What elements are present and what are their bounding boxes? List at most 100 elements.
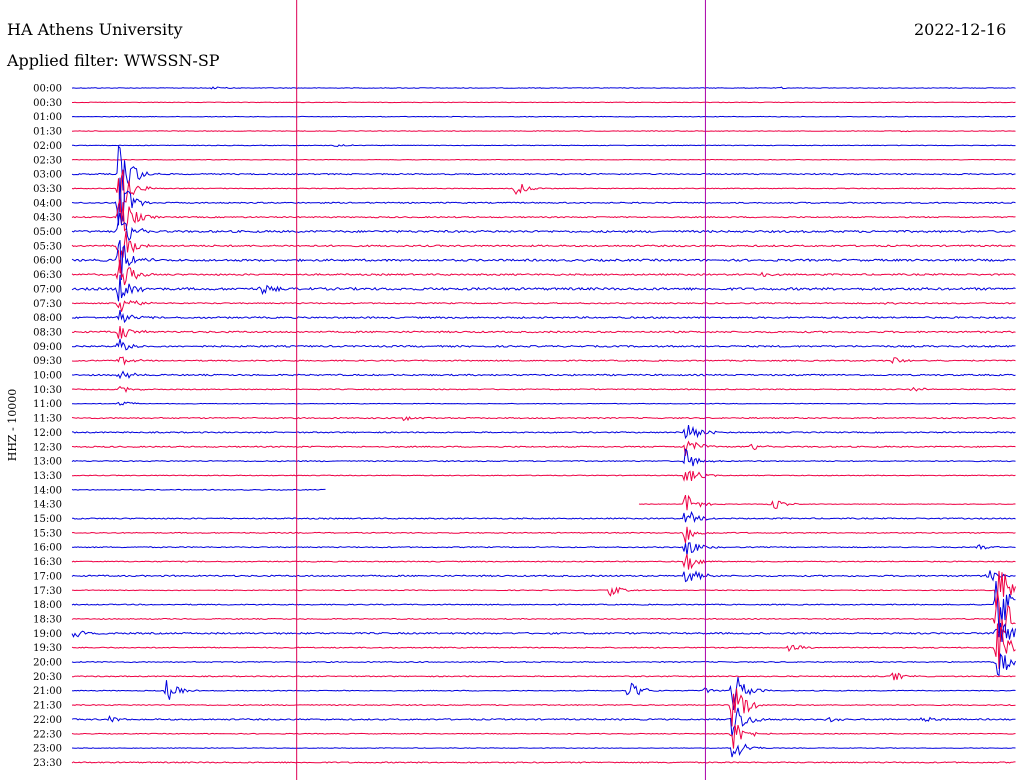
time-tick-label: 21:30 — [33, 701, 62, 712]
trace-line — [71, 425, 1016, 440]
time-tick-label: 12:00 — [33, 428, 62, 439]
trace-line — [72, 143, 1016, 148]
trace-line — [72, 470, 1016, 482]
time-tick-label: 04:30 — [33, 213, 62, 224]
trace-line — [71, 652, 1016, 677]
time-tick-label: 05:00 — [33, 227, 62, 238]
trace-line — [71, 542, 1016, 556]
trace-line — [71, 688, 1016, 727]
y-axis-label: HHZ - 10000 — [6, 389, 19, 462]
trace-line — [71, 145, 1016, 191]
chart-date: 2022-12-16 — [914, 20, 1007, 39]
time-tick-label: 23:00 — [33, 744, 62, 755]
time-tick-label: 08:30 — [33, 327, 62, 338]
trace-line — [71, 231, 1016, 274]
trace-line — [71, 86, 1016, 90]
trace-line — [71, 212, 1016, 242]
trace-line — [71, 240, 1016, 280]
time-tick-label: 07:00 — [33, 284, 62, 295]
time-tick-label: 03:00 — [33, 170, 62, 181]
trace-line — [71, 553, 1016, 570]
time-tick-label: 14:30 — [33, 500, 62, 511]
time-tick-label: 09:00 — [33, 342, 62, 353]
trace-line — [71, 591, 1016, 642]
time-tick-label: 20:30 — [33, 672, 62, 683]
trace-line — [71, 570, 1016, 583]
time-tick-label: 14:00 — [33, 485, 62, 496]
trace-line — [71, 130, 1016, 133]
time-tick-label: 08:00 — [33, 313, 62, 324]
trace-line — [71, 370, 1016, 380]
trace-line — [71, 580, 1016, 634]
time-tick-label: 23:30 — [33, 758, 62, 769]
trace-line — [71, 488, 326, 491]
trace-line — [71, 169, 1016, 213]
trace-line — [71, 510, 1016, 523]
time-tick-label: 22:30 — [33, 729, 62, 740]
time-tick-label: 02:00 — [33, 141, 62, 152]
chart-subtitle: Applied filter: WWSSN-SP — [7, 51, 220, 70]
time-tick-label: 22:00 — [33, 715, 62, 726]
trace-line — [71, 570, 1016, 608]
trace-line — [71, 401, 1016, 406]
time-tick-label: 06:30 — [33, 270, 62, 281]
trace-line — [72, 101, 1016, 104]
time-tick-label: 20:00 — [33, 658, 62, 669]
trace-line — [71, 526, 1016, 544]
time-tick-label: 09:30 — [33, 356, 62, 367]
trace-line — [71, 761, 1016, 764]
trace-line — [71, 198, 1016, 232]
time-tick-label: 05:30 — [33, 241, 62, 252]
time-tick-label: 11:30 — [33, 414, 62, 425]
chart-title: HA Athens University — [7, 20, 183, 39]
trace-line — [71, 724, 1016, 749]
time-tick-label: 19:30 — [33, 643, 62, 654]
trace-line — [71, 310, 1016, 324]
trace-line — [71, 416, 1016, 422]
time-tick-label: 00:00 — [33, 84, 62, 95]
trace-line — [71, 743, 1016, 758]
time-tick-label: 13:30 — [33, 471, 62, 482]
time-tick-label: 15:30 — [33, 528, 62, 539]
time-tick-label: 10:00 — [33, 371, 62, 382]
trace-line — [71, 299, 1016, 312]
trace-line — [71, 338, 1016, 351]
time-tick-label: 15:00 — [33, 514, 62, 525]
time-tick-label: 01:30 — [33, 127, 62, 138]
time-tick-label: 01:00 — [33, 112, 62, 123]
time-tick-label: 03:30 — [33, 184, 62, 195]
trace-line — [71, 356, 1016, 366]
time-tick-label: 12:30 — [33, 442, 62, 453]
time-tick-label: 16:00 — [33, 543, 62, 554]
trace-line — [71, 259, 1016, 286]
trace-line — [71, 707, 1016, 737]
time-tick-label: 02:30 — [33, 155, 62, 166]
time-tick-label: 18:30 — [33, 614, 62, 625]
time-tick-label: 19:00 — [33, 629, 62, 640]
time-tick-label: 04:00 — [33, 198, 62, 209]
time-tick-label: 13:00 — [33, 457, 62, 468]
trace-line — [71, 672, 1016, 681]
trace-line — [71, 622, 1016, 643]
time-tick-label: 17:30 — [33, 586, 62, 597]
time-tick-label: 07:30 — [33, 299, 62, 310]
trace-line — [638, 494, 1016, 511]
trace-line — [71, 440, 1016, 456]
trace-line — [71, 448, 1016, 467]
trace-line — [71, 677, 1016, 710]
time-tick-label: 17:00 — [33, 571, 62, 582]
time-tick-label: 11:00 — [33, 399, 62, 410]
trace-line — [71, 177, 1016, 226]
time-tick-label: 10:30 — [33, 385, 62, 396]
trace-line — [71, 623, 1016, 669]
time-tick-label: 21:00 — [33, 686, 62, 697]
trace-line — [71, 274, 1016, 302]
trace-line — [71, 115, 1016, 118]
trace-line — [71, 385, 1016, 394]
trace-line — [71, 158, 1016, 161]
time-tick-label: 18:00 — [33, 600, 62, 611]
time-tick-label: 06:00 — [33, 256, 62, 267]
time-tick-label: 16:30 — [33, 557, 62, 568]
trace-line — [71, 325, 1016, 339]
